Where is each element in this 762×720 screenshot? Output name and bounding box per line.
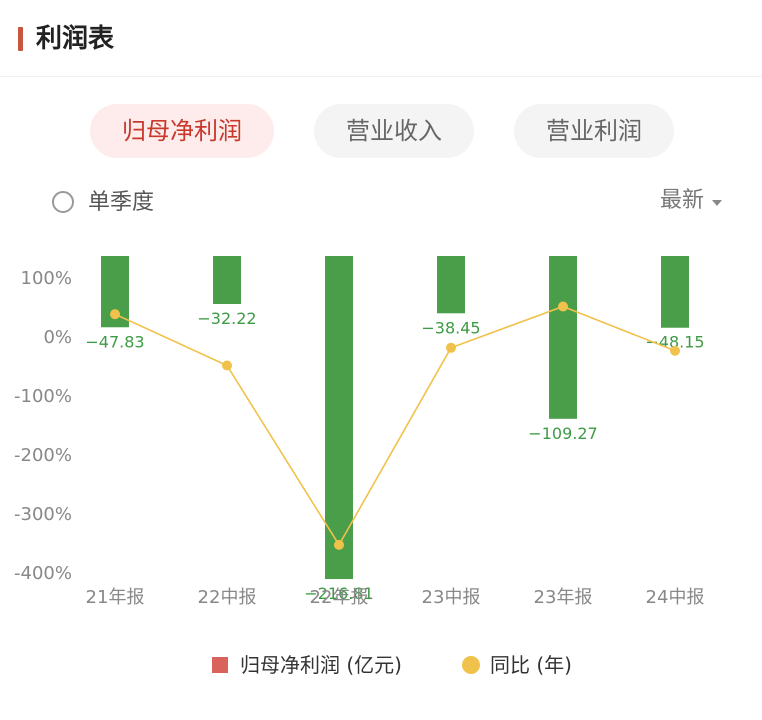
y-tick-label: -100% [14,386,72,407]
yoy-line [114,305,676,547]
section-header: 利润表 [0,0,762,77]
bar-value-label: −216.81 [304,584,373,603]
profit-chart: 100% 0% -100% -200% -300% -400% −47.83 −32.22 −2… [14,256,705,608]
x-tick-label: 24中报 [646,587,705,608]
y-tick-label: -200% [14,445,72,466]
legend-bar-swatch [212,657,228,673]
x-tick-label: 21年报 [86,587,145,608]
yoy-point-0[interactable] [110,309,120,320]
tab-revenue[interactable]: 营业收入 [314,104,474,158]
yoy-point-5[interactable] [670,345,680,356]
x-tick-label: 22年报 [310,587,369,608]
yoy-point-4[interactable] [558,301,568,312]
bar-value-label: −48.15 [645,333,704,352]
single-quarter-label: 单季度 [88,190,155,215]
x-tick-label: 22中报 [198,587,257,608]
legend-line-dot [462,656,480,674]
section-title: 利润表 [36,24,115,54]
bar-value-label: −47.83 [85,332,144,351]
yoy-point-2[interactable] [334,539,344,550]
y-tick-label: -400% [14,563,72,584]
single-quarter-radio[interactable] [52,191,74,213]
bar-2[interactable] [325,256,353,580]
bar-5[interactable] [661,256,689,328]
bar-value-label: −32.22 [197,309,256,328]
legend-item-net-profit[interactable]: 归母净利润 (亿元) [212,648,432,682]
legend-label-yoy: 同比 (年) [490,653,572,677]
tab-net-profit[interactable]: 归母净利润 [90,104,274,158]
caret-down-icon[interactable] [712,200,722,206]
header-accent-bar [18,27,23,51]
yoy-point-1[interactable] [222,360,232,371]
yoy-point-3[interactable] [446,342,456,353]
legend-label-net-profit: 归母净利润 (亿元) [240,653,402,677]
bar-1[interactable] [213,256,241,305]
y-tick-label: 0% [43,327,72,348]
bar-3[interactable] [437,256,465,314]
bar-4[interactable] [549,256,577,419]
tab-operating-profit[interactable]: 营业利润 [514,104,674,158]
x-tick-label: 23年报 [534,587,593,608]
x-tick-label: 23中报 [422,587,481,608]
y-tick-label: -300% [14,504,72,525]
legend-item-yoy[interactable]: 同比 (年) [462,648,612,682]
bar-value-label: −38.45 [421,318,480,337]
bar-value-label: −109.27 [528,424,597,443]
y-tick-label: 100% [21,268,72,289]
sort-dropdown[interactable]: 最新 [659,188,704,213]
